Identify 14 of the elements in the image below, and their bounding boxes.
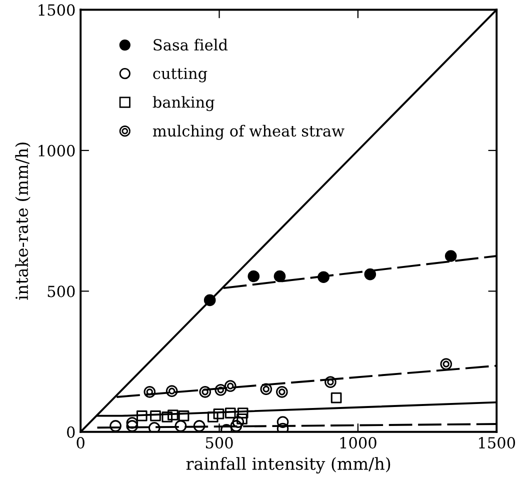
y-tick-label: 1000 <box>38 144 75 156</box>
legend-label: cutting <box>153 68 208 82</box>
legend-label: Sasa field <box>154 38 228 51</box>
x-tick-label: 1500 <box>479 437 516 449</box>
x-tick-label: 500 <box>206 437 233 449</box>
y-tick-label: 1500 <box>38 4 75 16</box>
y-tick-label: 500 <box>48 286 75 298</box>
y-tick-label: 0 <box>67 426 75 438</box>
legend-label: banking <box>152 96 214 112</box>
x-tick-label: 1000 <box>340 437 376 449</box>
legend-label: mulching of wheat straw <box>152 124 344 140</box>
x-axis-title: rainfall intensity (mm/h) <box>186 457 390 474</box>
y-axis-title: intake-rate (mm/h) <box>15 142 30 300</box>
x-tick-label: 0 <box>76 437 84 449</box>
